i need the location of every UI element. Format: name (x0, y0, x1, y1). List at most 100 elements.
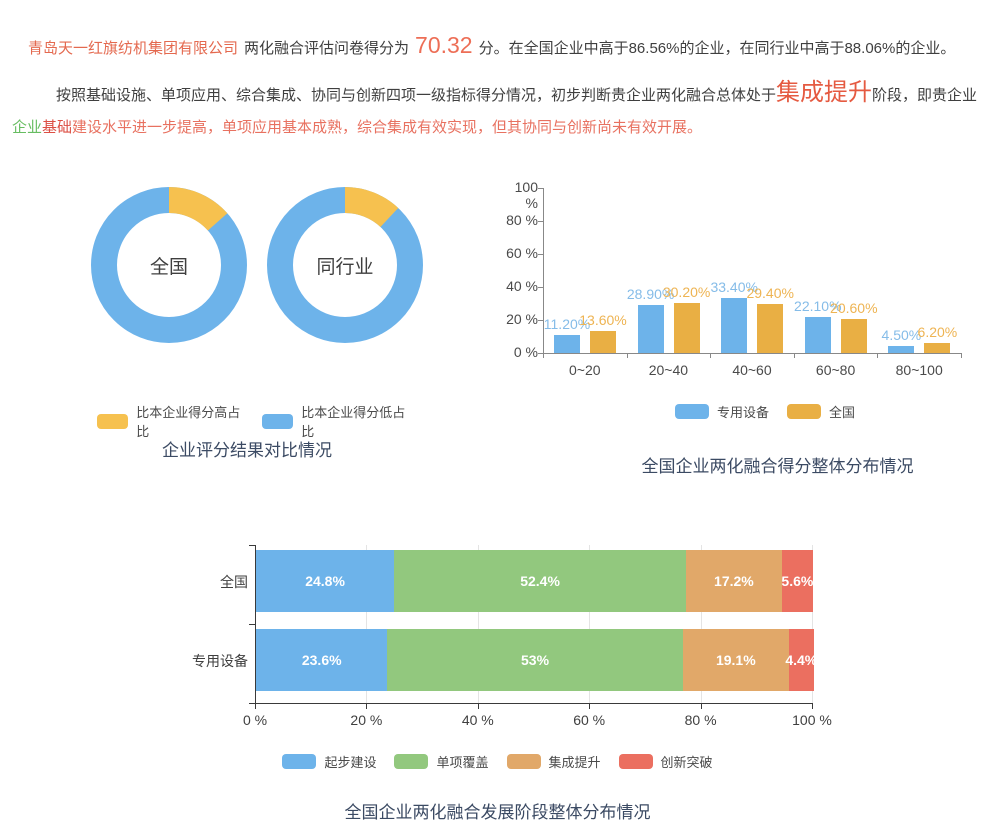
legend-item-单项覆盖[interactable]: 单项覆盖 (394, 752, 489, 771)
stacked-row-全国: 24.8% 52.4% 17.2% 5.6% (256, 550, 813, 612)
legend-swatch (282, 754, 317, 769)
legend-swatch (618, 754, 653, 769)
x-axis-tick (477, 703, 479, 709)
bar-value-label: 28.90% (626, 286, 675, 303)
stage-summary-paragraph: 按照基础设施、单项应用、综合集成、协同与创新四项一级指标得分情况，初步判断贵企业… (12, 77, 984, 144)
segment-value-label: 24.8% (305, 573, 345, 589)
score-summary-paragraph: 青岛天一红旗纺机集团有限公司 两化融合评估问卷得分为 70.32 分。在全国企业中高于… (28, 29, 978, 65)
bar-全国-0~20[interactable] (590, 330, 616, 353)
donut-同行业: 同行业 (266, 186, 424, 344)
keyword-green: 企业 (12, 119, 43, 136)
y-axis-label: 60 % (506, 245, 538, 261)
donut-center-label: 全国 (149, 256, 188, 278)
x-category-label: 60~80 (815, 362, 856, 378)
segment-value-label: 23.6% (301, 652, 342, 668)
x-axis-tick (543, 353, 544, 358)
bar-value-label: 22.10% (794, 297, 842, 314)
bar-chart-legend: 专用设备 全国 (640, 402, 890, 421)
donut-ring-全国 (91, 187, 247, 343)
donut-chart-pair: 全国 同行业 (90, 186, 424, 344)
legend-label: 比本企业得分低占比 (301, 405, 406, 439)
stage-lead-text: 按照基础设施、单项应用、综合集成、协同与创新四项一级指标得分情况，初步判断贵企业… (56, 87, 777, 104)
segment-value-label: 4.4% (785, 652, 818, 668)
bar-专用设备-40~60[interactable] (721, 297, 748, 353)
x-axis-tick (700, 703, 702, 709)
bar-专用设备-60~80[interactable] (804, 316, 831, 353)
legend-label: 单项覆盖 (436, 755, 489, 770)
bar-专用设备-0~20[interactable] (554, 334, 580, 353)
y-axis-tick (538, 221, 543, 222)
gridline (477, 545, 479, 703)
bar-value-label: 4.50% (881, 326, 922, 343)
bar-value-label: 33.40% (710, 278, 758, 295)
y-axis-tick (249, 703, 255, 704)
bar-value-label: 13.60% (579, 311, 627, 328)
legend-item-专用设备[interactable]: 专用设备 (674, 402, 769, 421)
stacked-chart-title: 全国企业两化融合发展阶段整体分布情况 (344, 803, 651, 822)
x-axis-label: 40 % (461, 712, 494, 728)
legend-swatch (394, 754, 429, 769)
x-axis-tick (877, 353, 879, 358)
bar-全国-20~40[interactable] (673, 303, 700, 353)
y-axis-tick (538, 188, 543, 189)
legend-swatch (97, 413, 129, 429)
score-distribution-bar-chart: 0 % 20 % 40 % 60 % 80 % 100 % 11.20% 28.90% 33.4… (500, 179, 990, 395)
legend-label: 集成提升 (548, 755, 601, 770)
segment-value-label: 17.2% (714, 573, 754, 589)
segment-专用设备-创新突破[interactable]: 4.4% (785, 629, 817, 691)
donut-center-label: 同行业 (316, 256, 374, 278)
segment-value-label: 19.1% (715, 652, 756, 668)
legend-item-集成提升[interactable]: 集成提升 (506, 752, 601, 771)
score-intro-text: 两化融合评估问卷得分为 (244, 40, 410, 57)
donut-全国: 全国 (90, 186, 248, 344)
segment-value-label: 5.6% (781, 573, 814, 589)
segment-专用设备-起步建设[interactable]: 23.6% (256, 629, 388, 691)
bar-专用设备-20~40[interactable] (637, 305, 664, 353)
legend-item-比本企业得分高占比[interactable]: 比本企业得分高占比 (97, 402, 244, 440)
donut-slice-比本企业得分高占比[interactable] (267, 187, 423, 343)
x-axis-tick (961, 353, 962, 358)
y-axis-line (255, 545, 256, 703)
x-axis-tick (626, 353, 628, 358)
segment-全国-单项覆盖[interactable]: 52.4% (394, 550, 686, 612)
legend-swatch (787, 404, 821, 419)
y-axis-label: 80 % (506, 212, 538, 228)
x-axis-tick (366, 703, 368, 709)
y-axis-label: 100 % (514, 179, 538, 211)
bar-全国-80~100[interactable] (924, 342, 951, 353)
bar-专用设备-80~100[interactable] (888, 345, 915, 353)
stage-distribution-stacked-chart: 0 % 20 % 40 % 60 % 80 % 100 % 全国 24.8% 52.4% 17.2… (0, 540, 995, 740)
bar-全国-40~60[interactable] (757, 304, 784, 353)
bar-value-label: 30.20% (662, 284, 711, 301)
bar-全国-60~80[interactable] (840, 319, 867, 353)
segment-全国-集成提升[interactable]: 17.2% (685, 550, 782, 612)
segment-专用设备-集成提升[interactable]: 19.1% (682, 629, 790, 691)
y-axis-tick (538, 254, 543, 255)
donut-slice-比本企业得分高占比[interactable] (91, 187, 247, 343)
x-axis-tick (255, 703, 256, 709)
x-axis-tick (710, 353, 712, 358)
bar-value-label: 20.60% (830, 300, 878, 316)
segment-全国-起步建设[interactable]: 24.8% (256, 550, 395, 612)
legend-item-全国[interactable]: 全国 (787, 402, 855, 421)
x-axis-line (255, 703, 813, 704)
score-value: 70.32 (415, 32, 473, 58)
legend-item-起步建设[interactable]: 起步建设 (282, 752, 376, 771)
bar-value-label: 11.20% (543, 315, 591, 332)
keyword-red: 基础 (42, 119, 73, 136)
bar-value-label: 6.20% (917, 323, 958, 340)
x-category-label: 80~100 (895, 362, 943, 378)
donut-legend: 比本企业得分高占比 比本企业得分低占比 (88, 402, 418, 440)
legend-item-比本企业得分低占比[interactable]: 比本企业得分低占比 (262, 402, 409, 440)
segment-专用设备-单项覆盖[interactable]: 53% (387, 629, 683, 691)
y-axis-tick (249, 545, 255, 546)
legend-label: 比本企业得分高占比 (136, 405, 241, 439)
y-axis-tick (538, 320, 543, 321)
x-axis-label: 0 % (242, 712, 268, 728)
legend-swatch (674, 404, 709, 419)
y-axis-label: 0 % (513, 344, 538, 360)
segment-全国-创新突破[interactable]: 5.6% (781, 550, 814, 612)
x-axis-label: 80 % (684, 712, 717, 728)
legend-item-创新突破[interactable]: 创新突破 (618, 752, 713, 771)
y-axis-tick (538, 353, 543, 354)
